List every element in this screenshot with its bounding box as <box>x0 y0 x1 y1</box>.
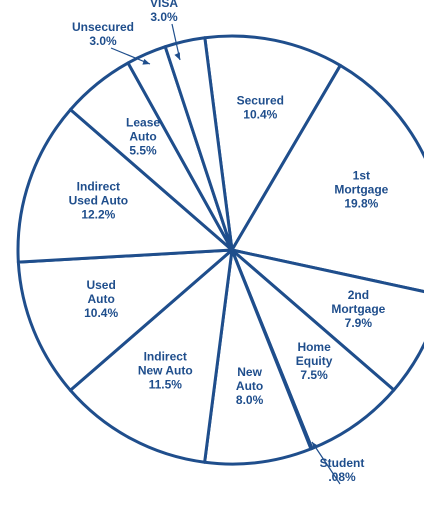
slice-value-label: 10.4% <box>243 108 277 122</box>
slice-label-line: Auto <box>87 292 114 306</box>
arrow-head <box>312 442 319 450</box>
slice-label-line: New <box>237 365 262 379</box>
pie-slice <box>16 248 234 392</box>
slice-value-label: 5.5% <box>129 143 157 157</box>
slice-value-label: 3.0% <box>89 34 117 48</box>
slice-label-line: Student <box>320 456 365 470</box>
slice-label: Used Auto <box>86 278 115 306</box>
slice-label-line: Indirect <box>144 349 187 363</box>
arrow-head <box>174 52 180 60</box>
slice-label-line: Auto <box>129 129 156 143</box>
pie-slice <box>68 248 234 464</box>
slice-label-line: 2nd <box>348 288 369 302</box>
slice-label-line: Mortgage <box>334 182 388 196</box>
slice-value-label: 19.8% <box>344 196 378 210</box>
slice-label-line: Unsecured <box>72 20 134 34</box>
slice-value-label: 7.9% <box>345 316 373 330</box>
slice-value-label: 11.5% <box>149 377 183 391</box>
arrow-head <box>142 58 150 65</box>
slice-value-label: 8.0% <box>236 393 264 407</box>
slice-label-line: Secured <box>237 94 284 108</box>
slice-label-line: Used Auto <box>69 193 129 207</box>
slice-label: 2nd Mortgage <box>331 288 385 316</box>
pie-slice <box>203 34 342 252</box>
slice-value-label: 7.5% <box>300 368 328 382</box>
slice-label-line: Equity <box>296 354 333 368</box>
slice-value-label: 10.4% <box>84 306 118 320</box>
slice-label: 1st Mortgage <box>334 168 388 196</box>
slice-label-line: Indirect <box>77 179 120 193</box>
slice-label-line: New Auto <box>138 363 193 377</box>
slice-label-line: VISA <box>150 0 178 10</box>
slice-label-line: Auto <box>236 379 263 393</box>
leader-line <box>110 47 151 65</box>
slice-label: Secured <box>237 94 284 108</box>
slice-label: Indirect Used Auto <box>69 179 129 207</box>
slice-label: Unsecured <box>72 20 134 34</box>
pie-slice <box>163 36 234 252</box>
slice-label-line: 1st <box>353 168 370 182</box>
slice-label: Indirect New Auto <box>138 349 193 377</box>
pie-slice <box>16 108 234 264</box>
slice-label-line: Mortgage <box>331 302 385 316</box>
slice-label: Home Equity <box>296 340 333 368</box>
pie-slice <box>230 248 424 392</box>
slice-label-line: Home <box>297 340 331 354</box>
slice-value-label: 3.0% <box>150 10 178 24</box>
slice-label: New Auto <box>236 365 263 393</box>
slice-label-line: Lease <box>126 115 160 129</box>
pie-slice <box>230 63 424 294</box>
slice-label: VISA <box>150 0 178 10</box>
pie-slice <box>203 248 313 466</box>
leader-line <box>311 441 341 485</box>
slice-label: Student <box>320 456 365 470</box>
slice-label: Lease Auto <box>126 115 160 143</box>
slice-value-label: .08% <box>328 470 356 484</box>
slice-value-label: 12.2% <box>81 207 115 221</box>
slice-label-line: Used <box>86 278 115 292</box>
